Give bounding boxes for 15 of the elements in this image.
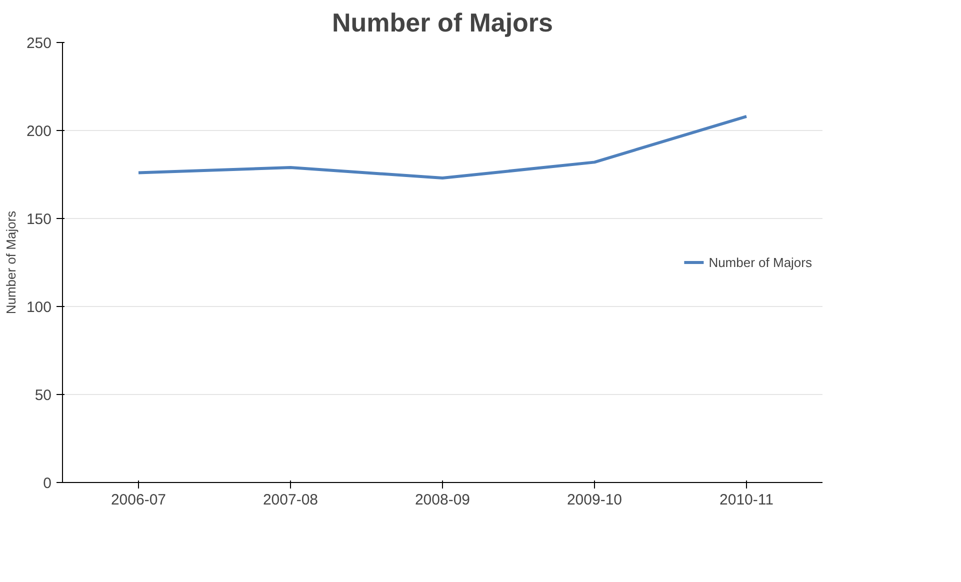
- y-axis-title: Number of Majors: [3, 210, 18, 314]
- x-tick-label: 2007-08: [262, 492, 318, 508]
- legend-label: Number of Majors: [708, 254, 812, 270]
- x-tick-label: 2008-09: [414, 492, 470, 508]
- y-tick-label: 200: [26, 123, 52, 140]
- x-tick-label: 2006-07: [110, 492, 166, 508]
- y-tick-label: 250: [26, 35, 52, 52]
- line-series: [137, 114, 748, 180]
- y-tick-label: 50: [34, 387, 52, 404]
- x-tick-label: 2009-10: [566, 492, 622, 508]
- y-tick-label: 100: [26, 299, 52, 316]
- x-tick-label: 2010-11: [720, 492, 774, 508]
- y-tick-label: 150: [26, 211, 52, 228]
- y-tick-label: 0: [43, 475, 52, 492]
- chart-title: Number of Majors: [332, 8, 554, 38]
